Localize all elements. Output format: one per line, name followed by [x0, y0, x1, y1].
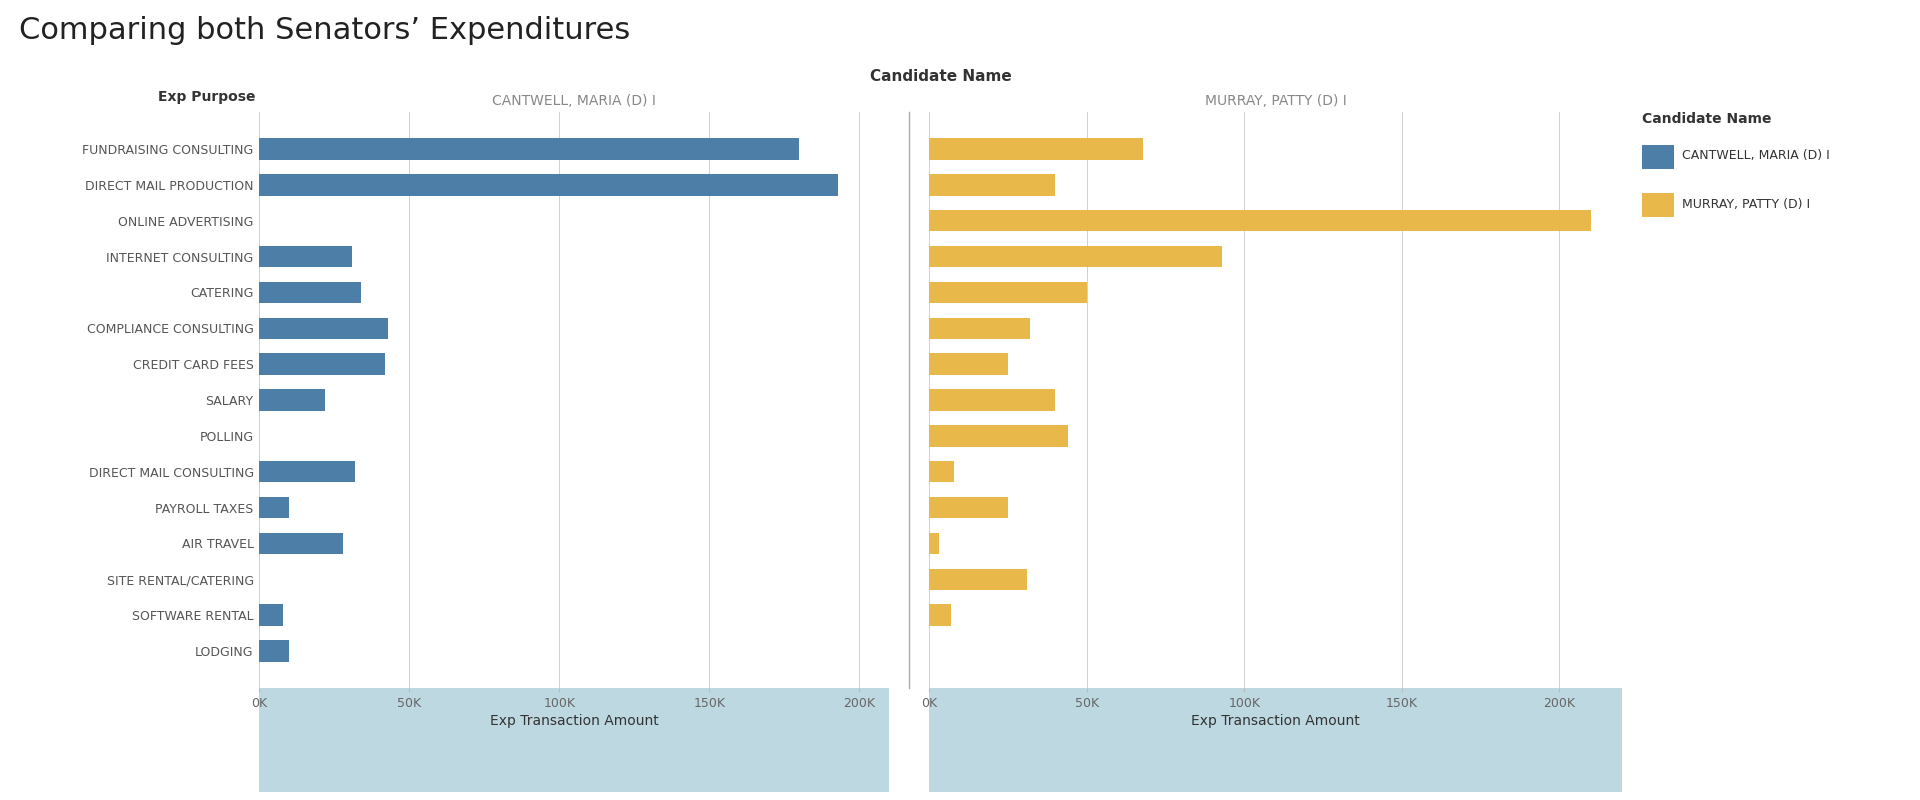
Bar	[259, 533, 344, 554]
Bar	[259, 318, 388, 339]
Title: CANTWELL, MARIA (D) I: CANTWELL, MARIA (D) I	[492, 94, 657, 108]
Bar	[929, 461, 954, 482]
Bar	[259, 174, 839, 195]
Text: Comparing both Senators’ Expenditures: Comparing both Senators’ Expenditures	[19, 16, 630, 45]
Bar	[259, 461, 355, 482]
Text: Exp Purpose: Exp Purpose	[157, 90, 255, 104]
Bar	[929, 246, 1223, 267]
Text: MURRAY, PATTY (D) I: MURRAY, PATTY (D) I	[1682, 198, 1811, 210]
Bar	[929, 210, 1592, 231]
Bar	[259, 138, 799, 160]
Bar	[929, 390, 1056, 410]
Bar	[929, 354, 1008, 375]
Bar	[259, 640, 290, 662]
Bar	[929, 533, 939, 554]
Bar	[259, 605, 284, 626]
Text: Candidate Name: Candidate Name	[1642, 112, 1770, 126]
Bar	[929, 497, 1008, 518]
Bar	[929, 282, 1087, 303]
Text: CANTWELL, MARIA (D) I: CANTWELL, MARIA (D) I	[1682, 150, 1830, 162]
Bar	[259, 497, 290, 518]
Bar	[929, 605, 950, 626]
Title: MURRAY, PATTY (D) I: MURRAY, PATTY (D) I	[1206, 94, 1346, 108]
Bar	[259, 354, 386, 375]
X-axis label: Exp Transaction Amount: Exp Transaction Amount	[490, 714, 659, 728]
Bar	[929, 138, 1144, 160]
Bar	[929, 569, 1027, 590]
X-axis label: Exp Transaction Amount: Exp Transaction Amount	[1192, 714, 1359, 728]
Bar	[929, 174, 1056, 195]
Text: Candidate Name: Candidate Name	[870, 69, 1012, 84]
Bar	[259, 246, 351, 267]
Bar	[929, 318, 1029, 339]
Bar	[929, 425, 1068, 446]
Bar	[259, 390, 324, 410]
Bar	[259, 282, 361, 303]
